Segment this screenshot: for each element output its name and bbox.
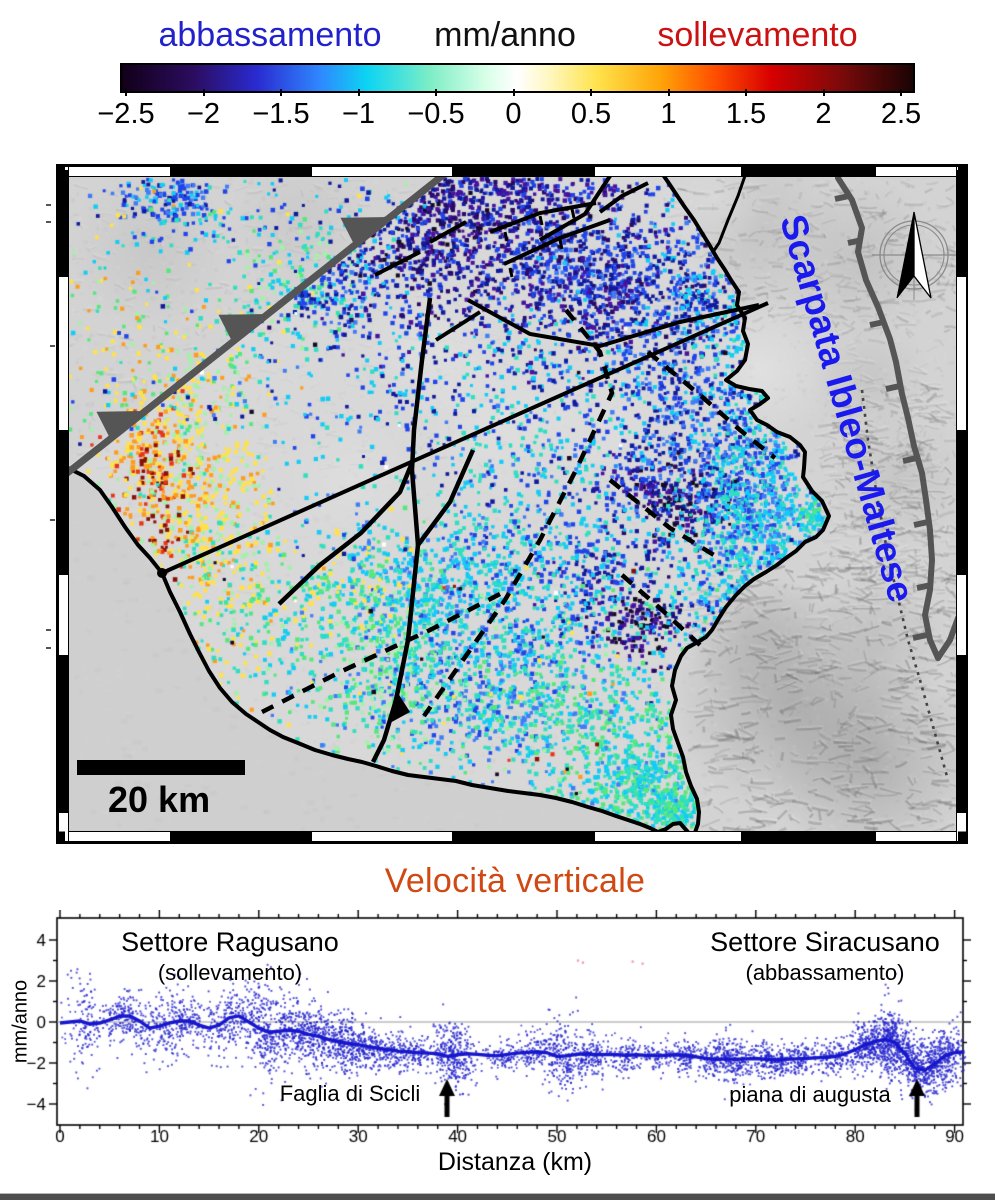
svg-text:20 km: 20 km [108, 779, 210, 820]
svg-text:Scarpata Ibleo-Maltese: Scarpata Ibleo-Maltese [772, 210, 922, 607]
